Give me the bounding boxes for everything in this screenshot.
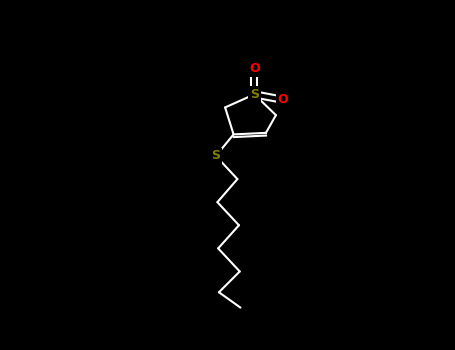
Text: O: O [278,93,288,106]
Text: S: S [250,88,259,101]
Text: S: S [212,149,220,162]
Text: O: O [249,62,260,76]
